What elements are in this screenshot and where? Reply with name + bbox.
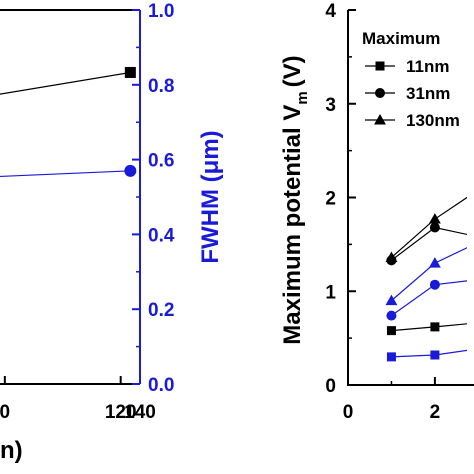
left-right-y-tick-label: 0.0 <box>148 375 174 396</box>
legend-marker <box>375 61 385 71</box>
left-right-y-tick-labels: 0.0 0.2 0.4 0.6 0.8 1.0 <box>148 1 175 396</box>
legend-label: 11nm <box>406 57 449 76</box>
right-series-point <box>386 352 396 362</box>
right-series-point <box>386 326 396 336</box>
right-y-tick-label: 4 <box>325 1 336 22</box>
legend-label: 130nm <box>406 111 460 130</box>
left-series-line <box>0 71 131 95</box>
right-series-point <box>469 231 474 241</box>
right-series <box>385 187 474 362</box>
right-series-point <box>469 275 474 285</box>
right-series-point <box>429 279 440 290</box>
right-x-tick-marks <box>347 377 436 385</box>
left-x-tick-label: 0 <box>0 402 10 423</box>
legend-marker <box>375 88 385 98</box>
legend-marker <box>374 114 386 125</box>
right-y-tick-label: 1 <box>325 282 336 303</box>
right-x-tick-label: 0 <box>343 402 354 423</box>
legend-label: 31nm <box>406 84 450 103</box>
left-right-y-tick-label: 0.8 <box>148 76 174 97</box>
left-right-y-axis-label: FWHM (μm) <box>197 130 224 263</box>
right-y-axis-label-main: Maximum potential V <box>279 105 306 345</box>
right-y-axis-label-unit: (V) <box>279 55 306 87</box>
right-x-tick-label: 2 <box>430 402 441 423</box>
left-right-y-tick-label: 1.0 <box>148 1 174 22</box>
legend: Maximum 11nm 31nm 130nm <box>362 29 460 130</box>
right-series-line <box>391 247 467 302</box>
left-right-y-tick-label: 0.6 <box>148 151 174 172</box>
left-right-y-tick-marks <box>132 9 140 385</box>
left-right-y-tick-label: 0.4 <box>148 225 175 246</box>
right-y-tick-label: 3 <box>325 95 336 116</box>
left-series-line <box>0 170 131 178</box>
right-y-axis-label: Maximum potential Vm (V) <box>279 55 311 344</box>
right-series-point <box>386 310 397 321</box>
right-series-point <box>385 251 398 262</box>
left-x-tick-marks <box>3 376 122 384</box>
right-series-point <box>428 213 441 224</box>
legend-title: Maximum <box>362 29 440 48</box>
right-series-point <box>429 222 440 233</box>
right-y-tick-labels: 0 1 2 3 4 <box>325 1 336 397</box>
right-series-point <box>430 322 440 332</box>
right-series-point <box>468 187 474 197</box>
right-series-point <box>470 345 474 354</box>
right-series-point <box>428 257 441 268</box>
right-y-tick-label: 0 <box>325 376 336 397</box>
left-x-tick-label: 120 <box>105 402 137 423</box>
right-y-tick-label: 2 <box>325 189 336 210</box>
left-right-y-tick-label: 0.2 <box>148 300 174 321</box>
right-y-axis-label-subscript: m <box>294 91 311 104</box>
left-series-point <box>124 164 137 177</box>
left-series <box>0 66 137 178</box>
left-series-point <box>124 66 136 78</box>
right-series-line <box>391 226 467 261</box>
right-series-point <box>430 350 440 360</box>
right-series-point <box>468 238 474 248</box>
right-series-point <box>385 294 398 306</box>
left-x-tick-label: 140 <box>124 402 156 423</box>
right-series-point <box>470 319 474 328</box>
left-x-axis-label: n) <box>0 437 23 464</box>
right-y-tick-marks <box>348 9 356 386</box>
legend-entries: 11nm 31nm 130nm <box>365 57 460 130</box>
